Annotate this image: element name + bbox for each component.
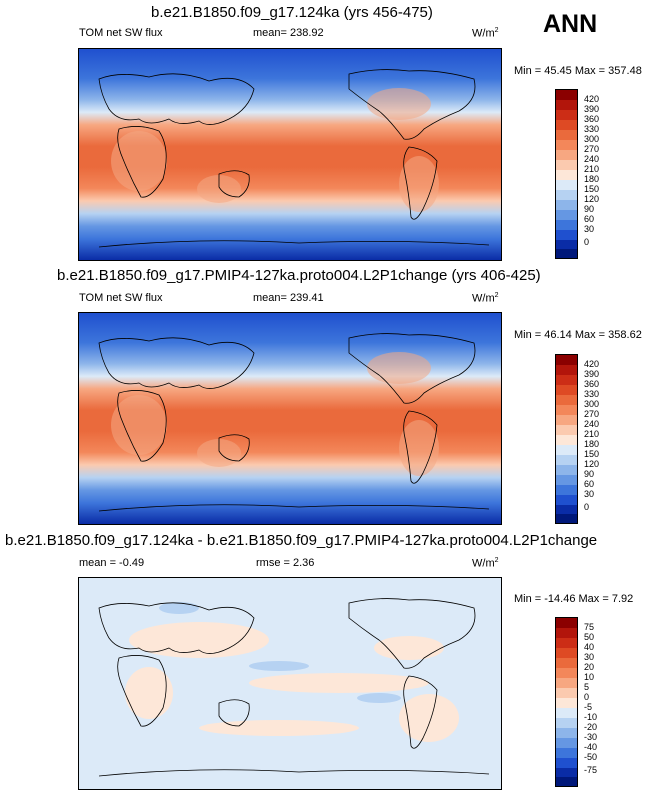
panel-3-cbar-label: -75 <box>584 765 598 775</box>
panel-3-cbar-label: -30 <box>584 732 598 742</box>
panel-1-mean-label: mean= 238.92 <box>253 27 324 39</box>
panel-1-cbar-label: 270 <box>584 144 600 154</box>
season-label: ANN <box>543 10 598 38</box>
panel-3-cbar-label: 40 <box>584 642 595 652</box>
panel-1-cbar-label: 420 <box>584 94 600 104</box>
panel-3-cbar-label: 20 <box>584 662 595 672</box>
panel-3-anomaly-patches <box>125 622 459 742</box>
panel-2-minmax: Min = 46.14 Max = 358.62 <box>514 329 642 341</box>
panel-3-title: b.e21.B1850.f09_g17.124ka - b.e21.B1850.… <box>5 532 598 549</box>
panel-2-cbar-label: 420 <box>584 359 600 369</box>
panel-2-cbar-label: 210 <box>584 429 600 439</box>
panel-2-cbar-label: 300 <box>584 399 600 409</box>
panel-1-cbar-label: 90 <box>584 204 595 214</box>
panel-2-cbar-label: 240 <box>584 419 600 429</box>
panel-1-minmax: Min = 45.45 Max = 357.48 <box>514 65 642 77</box>
panel-3-colorbar <box>555 617 578 787</box>
panel-3-cbar-label: 5 <box>584 682 590 692</box>
panel-1-cbar-label: 390 <box>584 104 600 114</box>
panel-1-variable-label: TOM net SW flux <box>79 27 163 39</box>
panel-3-cbar-label: 0 <box>584 692 590 702</box>
panel-3-cbar-label: -5 <box>584 702 593 712</box>
panel-2-cbar-label: 360 <box>584 379 600 389</box>
panel-1-cbar-label: 330 <box>584 124 600 134</box>
panel-1-map <box>78 48 502 261</box>
panel-1-cbar-label: 300 <box>584 134 600 144</box>
panel-3-units: W/m2 <box>472 557 499 570</box>
panel-3-cbar-label: -20 <box>584 722 598 732</box>
panel-2-title: b.e21.B1850.f09_g17.PMIP4-127ka.proto004… <box>57 267 541 284</box>
panel-1-cbar-label: 360 <box>584 114 600 124</box>
panel-1-cbar-label: 210 <box>584 164 600 174</box>
panel-2-land-features <box>111 352 439 476</box>
panel-3-cbar-label: -40 <box>584 742 598 752</box>
panel-1-cbar-label: 30 <box>584 224 595 234</box>
panel-1-land-features <box>111 88 439 212</box>
panel-1-cbar-label: 120 <box>584 194 600 204</box>
panel-2-map <box>78 312 502 525</box>
panel-3-cbar-label: 30 <box>584 652 595 662</box>
panel-1-cbar-label: 60 <box>584 214 595 224</box>
panel-2-cbar-label: 60 <box>584 479 595 489</box>
panel-3-negative-patches <box>159 602 401 703</box>
panel-1-colorbar <box>555 89 578 259</box>
panel-2-cbar-label: 390 <box>584 369 600 379</box>
panel-2-cbar-label: 180 <box>584 439 600 449</box>
panel-3-cbar-label: 75 <box>584 622 595 632</box>
panel-2-cbar-label: 0 <box>584 502 590 512</box>
panel-3-cbar-label: -50 <box>584 752 598 762</box>
panel-3-coastlines <box>98 598 490 777</box>
panel-1-cbar-label: 240 <box>584 154 600 164</box>
panel-1-coastlines <box>98 69 490 248</box>
panel-2-cbar-label: 330 <box>584 389 600 399</box>
panel-3-rmse-label: rmse = 2.36 <box>256 557 315 569</box>
panel-2-cbar-label: 30 <box>584 489 595 499</box>
panel-3-cbar-label: -10 <box>584 712 598 722</box>
panel-1-cbar-label: 150 <box>584 184 600 194</box>
panel-3-mean-label: mean = -0.49 <box>79 557 145 569</box>
panel-3-cbar-label: 10 <box>584 672 595 682</box>
panel-2-cbar-label: 270 <box>584 409 600 419</box>
panel-2-cbar-label: 150 <box>584 449 600 459</box>
panel-1-cbar-label: 180 <box>584 174 600 184</box>
panel-2-cbar-label: 90 <box>584 469 595 479</box>
panel-2-mean-label: mean= 239.41 <box>253 292 324 304</box>
panel-3-cbar-label: 50 <box>584 632 595 642</box>
panel-3-minmax: Min = -14.46 Max = 7.92 <box>514 593 634 605</box>
panel-2-cbar-label: 120 <box>584 459 600 469</box>
panel-2-units: W/m2 <box>472 292 499 305</box>
panel-1-units: W/m2 <box>472 27 499 40</box>
panel-2-coastlines <box>98 333 490 512</box>
panel-1-title: b.e21.B1850.f09_g17.124ka (yrs 456-475) <box>151 4 433 21</box>
panel-2-variable-label: TOM net SW flux <box>79 292 163 304</box>
panel-2-colorbar <box>555 354 578 524</box>
panel-1-cbar-label: 0 <box>584 237 590 247</box>
panel-3-map <box>78 577 502 790</box>
